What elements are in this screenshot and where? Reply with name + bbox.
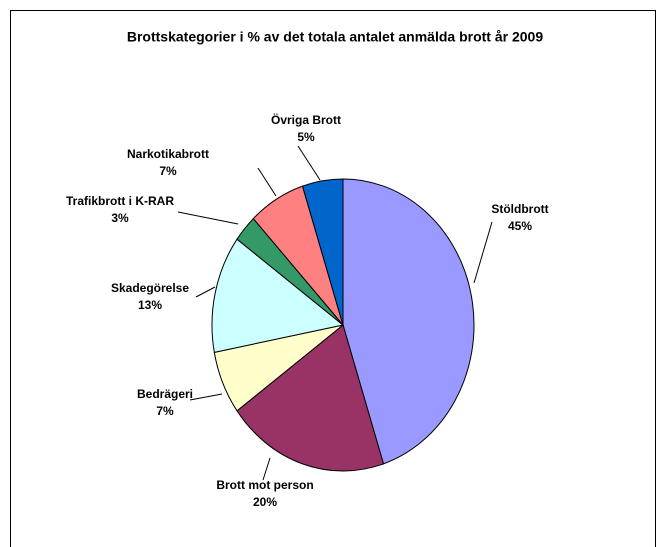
slice-value-label: 13% — [138, 298, 162, 312]
leader-line — [297, 145, 321, 181]
slice-label: Brott mot person — [216, 478, 313, 492]
pie-slice — [301, 178, 344, 326]
slice-value-label: 7% — [159, 164, 177, 178]
leader-line — [257, 167, 277, 197]
slice-label: Skadegörelse — [111, 281, 189, 295]
pie-slice — [236, 324, 385, 472]
slice-value-label: 20% — [253, 495, 277, 509]
leader-line — [195, 286, 216, 298]
slice-label: Trafikbrott i K-RAR — [66, 194, 174, 208]
pie-slice — [211, 238, 345, 353]
leader-line — [189, 393, 223, 401]
leader-line — [473, 221, 493, 284]
slice-label: Stöldbrott — [491, 202, 548, 216]
slice-label: Narkotikabrott — [127, 147, 209, 161]
slice-value-label: 3% — [111, 211, 129, 225]
slice-value-label: 45% — [508, 219, 532, 233]
slice-value-label: 5% — [297, 130, 315, 144]
leader-line — [262, 457, 271, 481]
leader-line — [177, 211, 239, 225]
chart-title: Brottskategorier i % av det totala antal… — [127, 29, 543, 45]
pie-slice — [342, 178, 475, 465]
slice-label: Bedrägeri — [137, 387, 193, 401]
slice-value-label: 7% — [156, 404, 174, 418]
slice-label: Övriga Brott — [271, 112, 341, 127]
